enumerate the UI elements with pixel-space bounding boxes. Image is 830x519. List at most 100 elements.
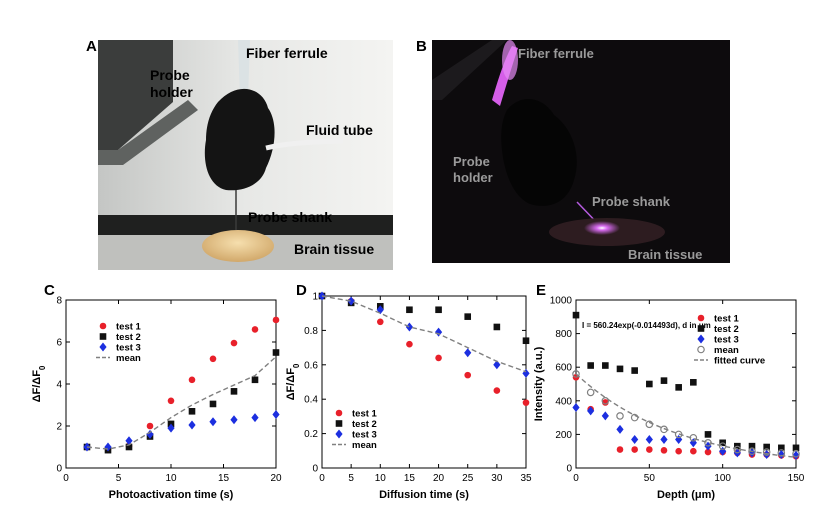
label-probe-shank-b: Probe shank (592, 194, 671, 209)
label-probe-holder-b-line2: holder (453, 170, 493, 185)
photo-a-platform (98, 215, 393, 235)
chart-d-xlabel: Diffusion time (s) (379, 489, 469, 501)
chart-d-point-test-1 (522, 399, 530, 406)
chart-d-point-test-3 (522, 368, 530, 378)
photo-a-brain-tissue (202, 230, 274, 262)
chart-c-point-test-3 (167, 423, 175, 433)
chart-e-legend-label-test-3: test 3 (714, 335, 739, 346)
chart-c-ylabel: ΔF/ΔF0 (31, 365, 47, 402)
chart-c-point-test-1 (209, 355, 217, 363)
chart-d-diffusion: 0 5 10 15 20 25 30 35 0 0.2 0.4 0.6 0.8 1 Diffusion ti… (285, 291, 532, 501)
chart-c-point-test-1 (251, 326, 259, 333)
chart-e-point-mean (733, 445, 742, 454)
chart-c-xtick-label: 0 (63, 473, 69, 484)
chart-e-point-test-2 (792, 444, 800, 452)
label-probe-shank-a: Probe shank (248, 209, 332, 225)
chart-d-ylabel-main: ΔF/ΔF (285, 368, 297, 401)
chart-c-legend-label-test-1: test 1 (116, 322, 142, 333)
chart-e-point-test-2 (572, 311, 580, 319)
chart-c-point-test-3 (104, 442, 112, 452)
chart-e-point-test-1 (631, 446, 638, 453)
chart-e-legend-swatch-test-3 (697, 334, 705, 344)
chart-c-point-test-2 (209, 400, 217, 408)
chart-e-point-mean (601, 397, 610, 405)
chart-d-ytick-label: 0 (312, 464, 318, 475)
chart-e-xlabel: Depth (μm) (657, 489, 715, 501)
chart-c-point-test-3 (230, 415, 238, 425)
chart-e-point-mean (572, 370, 580, 378)
chart-e-point-test-2 (675, 384, 682, 391)
chart-e-legend-label-test-1: test 1 (714, 314, 740, 325)
chart-e-ytick-label: 1000 (550, 296, 573, 307)
photo-b-ferrule-glow (502, 40, 518, 80)
chart-e-point-test-3 (601, 411, 609, 421)
chart-d-point-test-2 (522, 337, 530, 345)
chart-e-series-fitted-curve (575, 373, 797, 458)
photo-a-holder-arm (98, 100, 198, 165)
label-fluid-tube-a: Fluid tube (306, 122, 373, 138)
chart-c-point-test-1 (146, 422, 154, 430)
chart-d-xtick-label: 35 (520, 473, 532, 484)
chart-e-point-test-2 (587, 362, 594, 369)
chart-e-point-test-1 (660, 447, 668, 454)
chart-e-point-test-3 (689, 438, 697, 448)
chart-d-point-test-1 (464, 371, 472, 379)
chart-d-legend-swatch-test-3 (335, 429, 343, 439)
chart-e-point-test-2 (646, 380, 653, 388)
chart-d-point-test-1 (376, 318, 384, 326)
chart-d-xtick-label: 20 (433, 473, 445, 484)
chart-c-xlabel: Photoactivation time (s) (109, 489, 234, 501)
chart-e-depth-intensity: 0 50 100 150 0 200 400 600 800 1000 Depth (μm) Inte… (533, 296, 804, 502)
chart-d-xtick-label: 25 (462, 473, 474, 484)
chart-c-point-test-3 (209, 417, 217, 427)
panel-letter-e: E (536, 282, 547, 299)
chart-e-ylabel: Intensity (a.u.) (533, 346, 545, 421)
panel-letter-a: A (86, 38, 97, 55)
chart-e-point-test-3 (616, 424, 624, 434)
chart-d-point-test-2 (464, 313, 472, 320)
chart-c-point-test-2 (230, 388, 238, 395)
panel-letter-b: B (416, 38, 427, 55)
chart-e-ytick-label: 0 (566, 464, 572, 475)
chart-d-point-test-1 (493, 387, 501, 394)
chart-e-xtick-label: 50 (644, 473, 656, 484)
chart-d-legend-swatch-test-2 (335, 420, 343, 427)
photo-a-probe-holder (204, 88, 275, 191)
chart-e-point-test-2 (748, 442, 756, 450)
chart-c-series-test-2 (83, 349, 280, 454)
chart-e-legend-swatch-test-2 (697, 325, 705, 332)
chart-c-legend-label-test-3: test 3 (116, 343, 141, 354)
chart-d-ylabel: ΔF/ΔF0 (285, 363, 301, 400)
chart-d-xtick-label: 5 (348, 473, 354, 484)
chart-c-point-test-2 (272, 349, 280, 356)
chart-e-xtick-label: 100 (714, 473, 731, 484)
chart-c-frame (65, 299, 277, 469)
chart-c-point-test-1 (188, 376, 196, 384)
chart-e-point-test-2 (778, 444, 785, 452)
chart-e-point-test-3 (660, 434, 668, 444)
chart-d-legend-label-mean: mean (352, 440, 377, 451)
photo-a-fluid-tube (265, 138, 344, 151)
label-probe-holder-a-line1: Probe (150, 67, 190, 83)
chart-e-point-test-1 (675, 447, 682, 455)
chart-c-point-test-1 (167, 397, 175, 405)
chart-d-legend-swatch-test-1 (335, 409, 343, 417)
chart-c-ytick-label: 2 (56, 422, 62, 433)
chart-e-legend-label-test-2: test 2 (714, 324, 739, 335)
chart-c-legend-swatch-test-2 (99, 333, 107, 340)
chart-c-point-test-3 (272, 409, 280, 419)
chart-c-series-mean (86, 356, 277, 450)
chart-e-legend-label-mean: mean (714, 345, 739, 356)
chart-e-ytick-label: 800 (555, 329, 572, 340)
chart-e-point-test-2 (704, 431, 712, 438)
chart-c-xtick-label: 5 (116, 473, 122, 484)
label-probe-holder-a-line2: holder (150, 84, 193, 100)
chart-c-point-test-1 (272, 316, 280, 324)
chart-e-series-test-2 (572, 311, 800, 452)
label-brain-tissue-b: Brain tissue (628, 247, 702, 262)
photo-a-stage (98, 40, 173, 150)
photo-b-stage (432, 40, 507, 100)
panel-letter-d: D (296, 282, 307, 299)
